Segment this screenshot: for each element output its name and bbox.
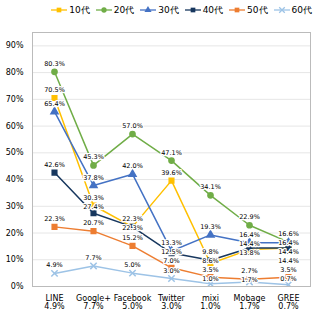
- svg-text:3.5%: 3.5%: [280, 266, 297, 274]
- svg-text:14.4%: 14.4%: [278, 257, 299, 265]
- svg-text:20.7%: 20.7%: [83, 219, 104, 227]
- svg-text:13.8%: 13.8%: [239, 249, 260, 257]
- svg-text:13.3%: 13.3%: [161, 239, 182, 247]
- svg-text:16.6%: 16.6%: [278, 230, 299, 238]
- html-text:20代: 20代: [113, 4, 135, 15]
- svg-text:14.4%: 14.4%: [278, 248, 299, 256]
- svg-text:LINE4.9%: LINE4.9%: [44, 294, 65, 311]
- svg-text:39.6%: 39.6%: [161, 169, 182, 177]
- svg-text:34.1%: 34.1%: [200, 183, 221, 191]
- svg-text:7.7%: 7.7%: [85, 254, 102, 262]
- html-text:40代: 40代: [202, 4, 224, 15]
- svg-text:3.0%: 3.0%: [163, 267, 180, 275]
- svg-text:27.4%: 27.4%: [83, 203, 104, 211]
- svg-text:42.6%: 42.6%: [44, 161, 65, 169]
- svg-text:30.3%: 30.3%: [83, 194, 104, 202]
- svg-text:42.0%: 42.0%: [122, 162, 143, 170]
- svg-text:65.4%: 65.4%: [44, 100, 65, 108]
- svg-text:19.3%: 19.3%: [200, 223, 221, 231]
- svg-text:16.4%: 16.4%: [239, 231, 260, 239]
- svg-text:Google+7.7%: Google+7.7%: [76, 294, 111, 311]
- svg-text:7.0%: 7.0%: [163, 257, 180, 265]
- svg-text:mixi1.0%: mixi1.0%: [200, 294, 221, 311]
- svg-text:47.1%: 47.1%: [161, 149, 182, 157]
- svg-text:Mobage1.7%: Mobage1.7%: [234, 294, 266, 311]
- svg-text:Facebook5.0%: Facebook5.0%: [114, 294, 152, 311]
- svg-text:16.4%: 16.4%: [278, 239, 299, 247]
- html-text:50代: 50代: [247, 4, 268, 15]
- svg-text:2.7%: 2.7%: [241, 267, 258, 275]
- svg-text:22.3%: 22.3%: [122, 224, 143, 232]
- svg-text:70.5%: 70.5%: [44, 86, 65, 94]
- svg-text:80%: 80%: [6, 68, 24, 77]
- svg-text:Twitter3.0%: Twitter3.0%: [157, 294, 186, 311]
- html-text:60代: 60代: [291, 4, 312, 15]
- html-text:30代: 30代: [158, 4, 179, 15]
- svg-text:70%: 70%: [6, 95, 24, 104]
- svg-text:5.0%: 5.0%: [124, 261, 141, 269]
- svg-text:45.3%: 45.3%: [83, 153, 104, 161]
- svg-text:3.5%: 3.5%: [202, 266, 219, 274]
- svg-text:22.9%: 22.9%: [239, 213, 260, 221]
- svg-text:90%: 90%: [6, 41, 24, 50]
- svg-text:0.7%: 0.7%: [280, 275, 297, 283]
- svg-text:80.3%: 80.3%: [44, 60, 65, 68]
- svg-text:12.5%: 12.5%: [161, 248, 182, 256]
- svg-text:0%: 0%: [11, 282, 24, 291]
- svg-text:60%: 60%: [6, 122, 24, 131]
- svg-text:1.7%: 1.7%: [241, 276, 258, 284]
- html-text:10代: 10代: [69, 4, 90, 15]
- svg-text:1.0%: 1.0%: [202, 275, 219, 283]
- svg-text:22.3%: 22.3%: [44, 215, 65, 223]
- svg-text:30%: 30%: [6, 202, 24, 211]
- svg-text:57.0%: 57.0%: [122, 122, 143, 130]
- svg-text:9.8%: 9.8%: [202, 248, 219, 256]
- svg-text:8.6%: 8.6%: [202, 257, 219, 265]
- svg-text:37.8%: 37.8%: [83, 174, 104, 182]
- svg-text:GREE0.7%: GREE0.7%: [278, 294, 300, 311]
- svg-text:50%: 50%: [6, 148, 24, 157]
- svg-text:10%: 10%: [6, 255, 24, 264]
- svg-text:40%: 40%: [6, 175, 24, 184]
- svg-text:4.9%: 4.9%: [46, 261, 63, 269]
- svg-text:22.3%: 22.3%: [122, 215, 143, 223]
- svg-text:20%: 20%: [6, 229, 24, 238]
- svg-text:15.2%: 15.2%: [122, 234, 143, 242]
- svg-text:14.4%: 14.4%: [239, 240, 260, 248]
